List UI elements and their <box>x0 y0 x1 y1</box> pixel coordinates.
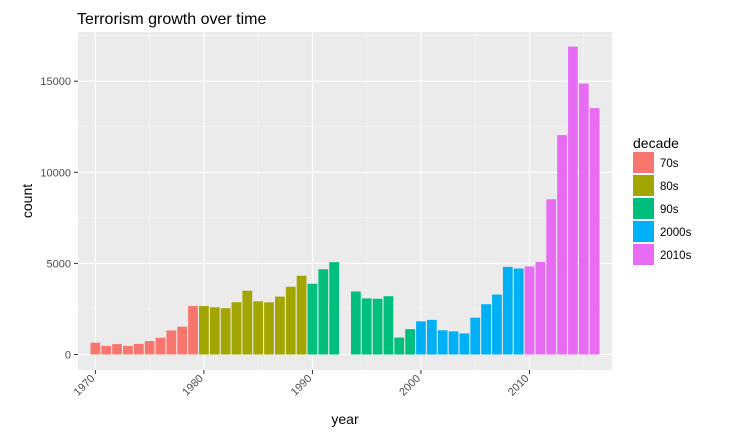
bar-1972 <box>112 344 122 355</box>
bar-2012 <box>546 199 557 355</box>
legend-key-70s <box>633 152 654 173</box>
bar-1973 <box>123 345 133 355</box>
bar-1976 <box>155 337 166 355</box>
bar-2003 <box>448 331 459 355</box>
x-axis: 1970 1980 1990 2000 2010 <box>72 370 532 398</box>
bar-1997 <box>383 296 394 355</box>
bar-1988 <box>285 286 296 355</box>
bar-2009 <box>513 268 524 355</box>
y-tick-label: 15000 <box>40 76 71 88</box>
bar-1991 <box>318 269 329 355</box>
bar-1998 <box>394 337 405 355</box>
bar-2011 <box>535 261 546 355</box>
bar-1974 <box>133 343 144 355</box>
legend-label-90s: 90s <box>660 204 679 216</box>
bar-1971 <box>101 345 112 355</box>
bar-1977 <box>166 330 177 355</box>
bar-1996 <box>372 298 383 355</box>
bar-1989 <box>296 275 307 355</box>
bar-2010 <box>524 266 535 355</box>
bar-1985 <box>253 301 264 355</box>
y-tick-label: 0 <box>65 350 71 362</box>
bar-2006 <box>481 304 491 355</box>
bar-2000 <box>416 321 426 355</box>
bar-2016 <box>589 108 600 355</box>
legend-label-80s: 80s <box>660 181 679 193</box>
y-axis: 0 5000 10000 15000 <box>40 76 78 362</box>
bar-1970 <box>90 342 101 355</box>
bar-1978 <box>177 326 188 355</box>
x-tick-label: 1990 <box>289 373 315 399</box>
bar-2001 <box>426 319 437 355</box>
bars <box>90 46 600 355</box>
y-tick-label: 5000 <box>47 258 71 270</box>
bar-1990 <box>307 283 318 355</box>
bar-1992 <box>329 262 340 355</box>
legend-key-2010s <box>633 244 654 265</box>
bar-2007 <box>492 294 502 355</box>
bar-2015 <box>578 83 589 355</box>
x-tick-label: 1980 <box>180 373 206 399</box>
bar-2014 <box>568 46 578 355</box>
bar-1979 <box>188 306 198 355</box>
bar-2004 <box>459 333 470 355</box>
y-tick-label: 10000 <box>40 167 71 179</box>
bar-1994 <box>350 291 361 355</box>
bar-1980 <box>199 306 209 355</box>
y-axis-title: count <box>19 184 35 218</box>
bar-1984 <box>242 290 253 355</box>
x-axis-title: year <box>331 411 359 427</box>
chart-title: Terrorism growth over time <box>77 11 266 28</box>
legend-label-2000s: 2000s <box>660 227 692 239</box>
bar-2002 <box>437 330 448 355</box>
bar-2008 <box>502 266 513 355</box>
legend-label-70s: 70s <box>660 158 679 170</box>
legend-label-2010s: 2010s <box>660 250 692 262</box>
bar-1982 <box>220 308 231 355</box>
legend-key-80s <box>633 175 654 196</box>
bar-1983 <box>231 302 242 355</box>
bar-1987 <box>274 296 285 355</box>
x-tick-label: 1970 <box>72 373 98 399</box>
bar-2013 <box>557 135 567 355</box>
bar-1999 <box>405 329 416 355</box>
legend-title: decade <box>633 135 679 151</box>
bar-1995 <box>361 298 372 355</box>
legend-key-2000s <box>633 221 654 242</box>
legend: decade 70s 80s 90s 2000s 2010s <box>633 135 692 265</box>
legend-key-90s <box>633 198 654 219</box>
bar-1986 <box>264 302 274 355</box>
x-tick-label: 2000 <box>397 373 423 399</box>
bar-1975 <box>144 341 155 355</box>
bar-2005 <box>470 317 481 355</box>
bar-1981 <box>209 307 220 355</box>
x-tick-label: 2010 <box>506 373 532 399</box>
